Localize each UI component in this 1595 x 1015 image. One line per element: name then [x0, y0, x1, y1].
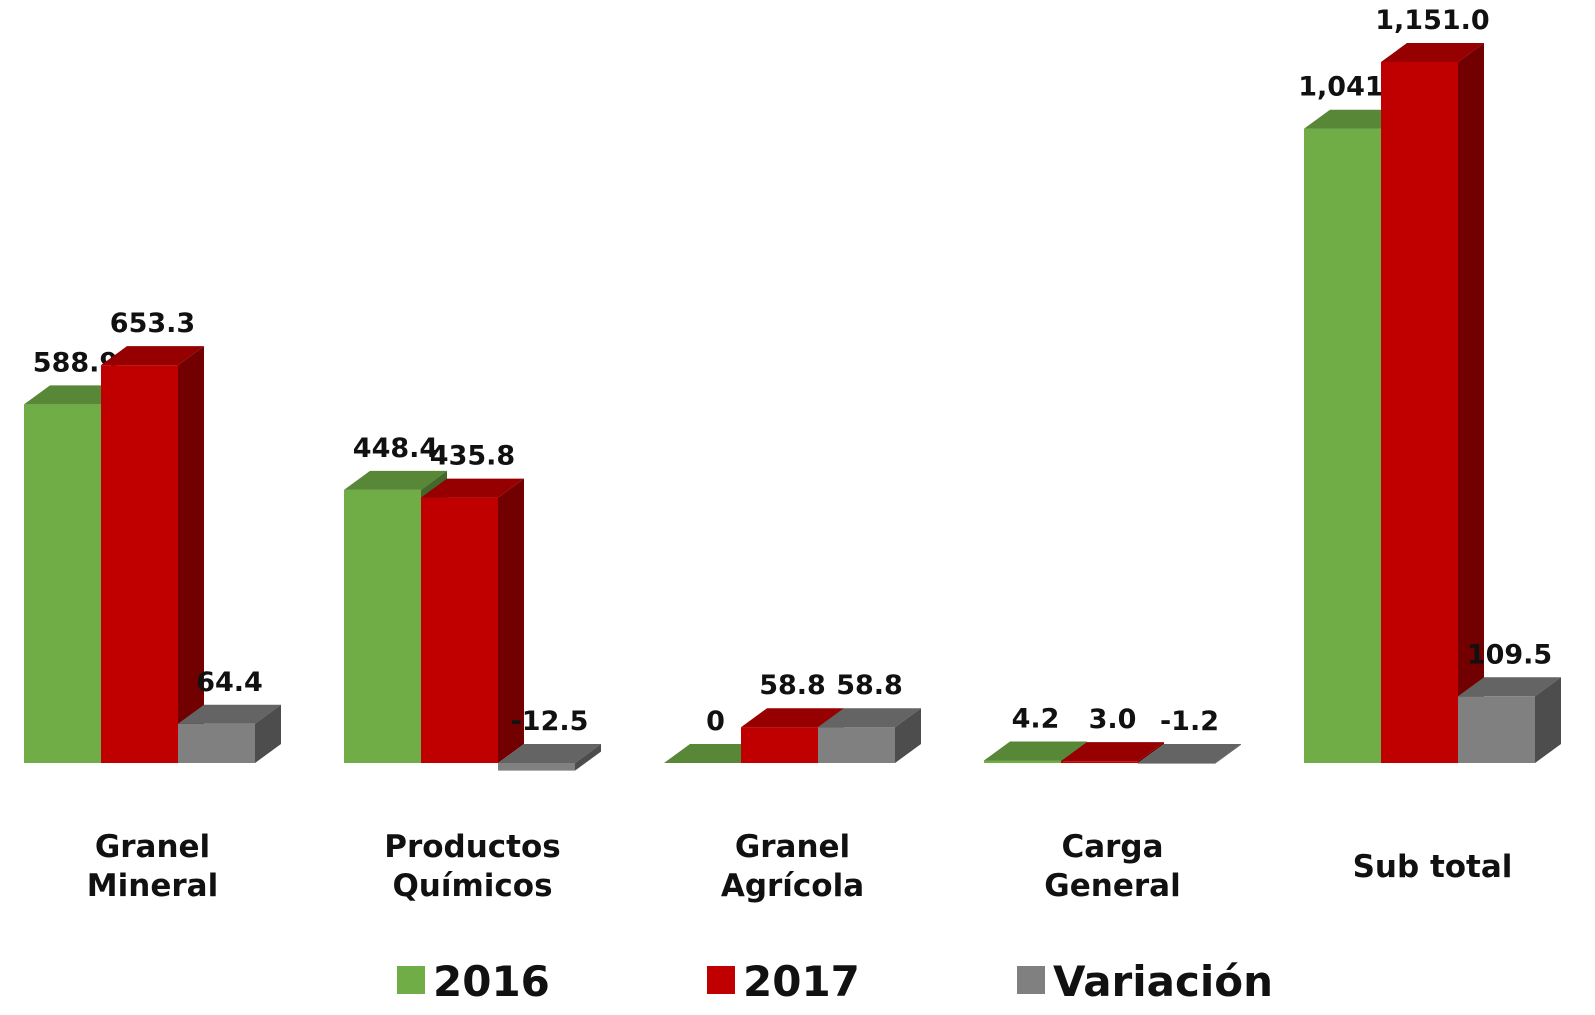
data-label: 109.5	[1467, 639, 1552, 670]
data-label: 4.2	[1012, 703, 1060, 734]
legend-swatch	[397, 966, 425, 994]
data-label: 58.8	[759, 670, 826, 701]
legend-label: Variación	[1053, 957, 1273, 1006]
bar	[101, 365, 178, 763]
bar	[984, 760, 1061, 763]
bar-side	[575, 744, 601, 771]
bar-top	[1381, 43, 1484, 62]
bar-side	[498, 478, 524, 763]
bar-top	[1458, 677, 1561, 697]
bar-side	[178, 346, 204, 763]
bar-side	[1535, 677, 1561, 763]
bar-top	[818, 708, 921, 728]
data-label: 58.8	[836, 670, 903, 701]
data-label: 3.0	[1089, 704, 1137, 735]
bar	[421, 497, 498, 763]
bar	[1458, 696, 1535, 763]
bar-top	[1061, 742, 1164, 762]
legend-label: 2017	[743, 957, 860, 1006]
bar	[344, 489, 421, 763]
bar-top	[344, 470, 447, 490]
bar-side	[1458, 43, 1484, 763]
bar-top	[498, 744, 601, 763]
bar	[178, 723, 255, 763]
data-label: -1.2	[1160, 706, 1219, 737]
legend-swatch	[1017, 966, 1045, 994]
bar-top	[984, 741, 1087, 761]
data-label: 0	[706, 706, 725, 737]
x-tick-label: Carga General	[1044, 829, 1181, 904]
bar-top	[421, 478, 524, 498]
bar	[24, 404, 101, 763]
bar-top	[101, 346, 204, 366]
bar	[1381, 62, 1458, 763]
legend-swatch	[707, 966, 735, 994]
bar-top	[178, 704, 281, 724]
bar-top	[741, 708, 844, 728]
bar-side	[1138, 742, 1164, 763]
data-label: 1,151.0	[1375, 5, 1489, 36]
bar	[1304, 128, 1381, 764]
bar	[498, 763, 575, 771]
data-label: 448.4	[353, 433, 438, 464]
bar-side	[1215, 744, 1241, 764]
x-tick-label: Productos Químicos	[384, 829, 561, 904]
bar-top	[1138, 744, 1241, 763]
x-tick-label: Granel Agrícola	[720, 829, 865, 904]
data-label: -12.5	[511, 706, 589, 737]
data-label: 64.4	[196, 667, 263, 698]
data-label: 653.3	[110, 308, 195, 339]
bar-side	[255, 704, 281, 763]
bar	[818, 727, 895, 763]
bar	[1061, 761, 1138, 763]
bar-side	[895, 708, 921, 763]
bar	[741, 727, 818, 763]
bar	[1138, 763, 1215, 764]
data-label: 435.8	[430, 441, 515, 472]
legend-label: 2016	[433, 957, 550, 1006]
x-tick-label: Granel Mineral	[86, 829, 219, 904]
x-tick-label: Sub total	[1352, 848, 1513, 885]
